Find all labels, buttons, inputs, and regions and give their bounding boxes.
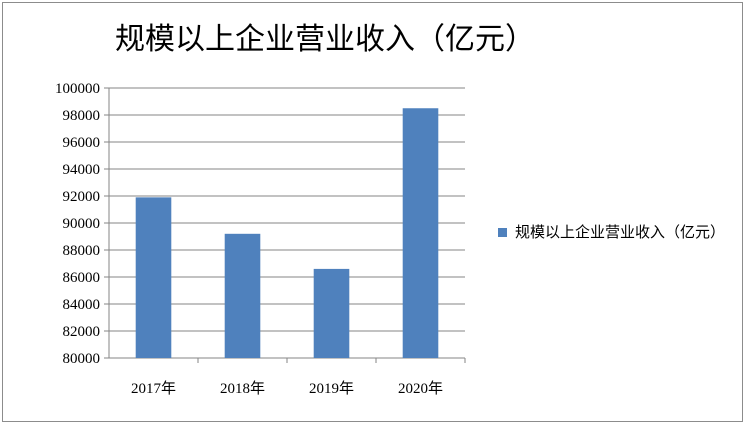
y-tick-label: 94000 bbox=[63, 162, 101, 178]
x-tick-label: 2017年 bbox=[131, 380, 176, 397]
bar bbox=[225, 234, 261, 358]
legend-label: 规模以上企业营业收入（亿元） bbox=[515, 221, 735, 243]
bar bbox=[403, 108, 439, 358]
bar bbox=[314, 269, 350, 358]
y-tick-label: 86000 bbox=[63, 270, 101, 286]
y-tick-label: 84000 bbox=[63, 297, 101, 313]
y-tick-label: 92000 bbox=[63, 189, 101, 205]
y-tick-label: 82000 bbox=[63, 324, 101, 340]
y-tick-label: 100000 bbox=[55, 81, 100, 97]
x-tick-label: 2020年 bbox=[398, 380, 443, 397]
x-tick-label: 2019年 bbox=[309, 380, 354, 397]
legend: 规模以上企业营业收入（亿元） bbox=[498, 221, 738, 243]
y-tick-label: 88000 bbox=[63, 243, 101, 259]
bar bbox=[136, 197, 172, 358]
y-tick-label: 90000 bbox=[63, 216, 101, 232]
y-tick-labels: 80000 82000 84000 86000 88000 90000 92000 94000… bbox=[55, 81, 100, 367]
legend-swatch bbox=[498, 228, 507, 237]
x-tick-labels: 2017年 2018年 2019年 2020年 bbox=[131, 380, 443, 397]
y-tick-label: 96000 bbox=[63, 135, 101, 151]
y-tick-label: 98000 bbox=[63, 108, 101, 124]
bars bbox=[136, 108, 439, 358]
x-tick-label: 2018年 bbox=[220, 380, 265, 397]
y-tick-label: 80000 bbox=[63, 351, 101, 367]
